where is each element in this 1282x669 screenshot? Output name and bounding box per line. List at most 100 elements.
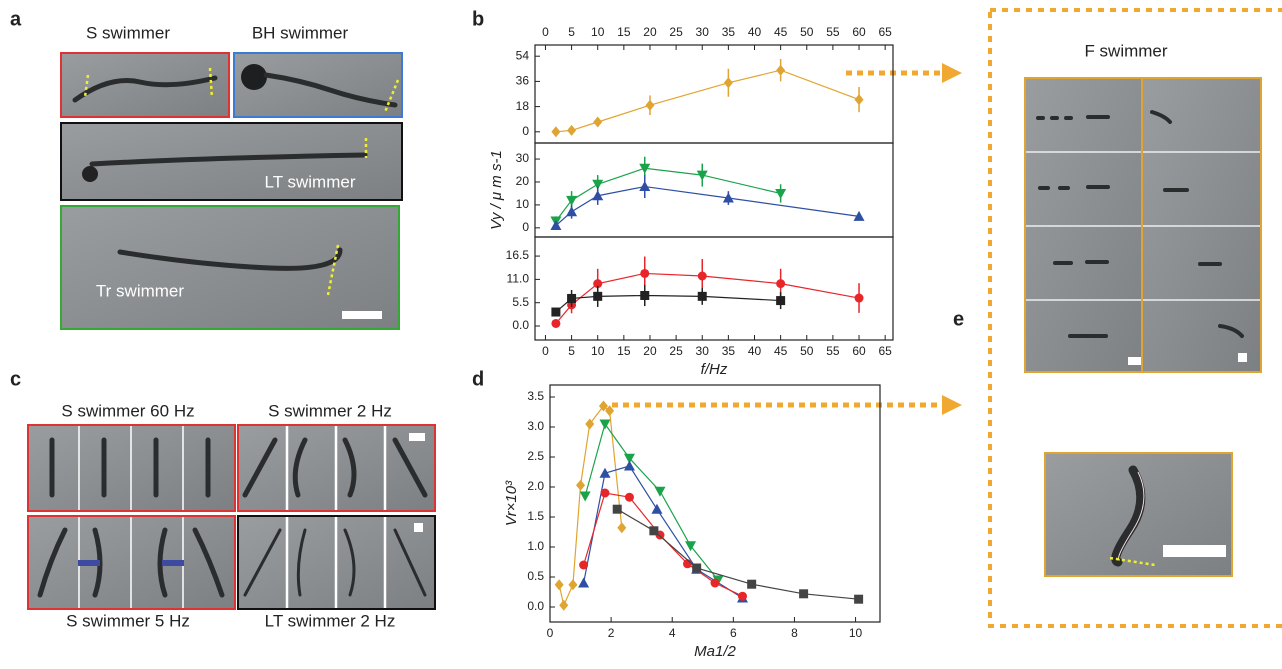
marker <box>623 460 635 471</box>
x-tick-label: 0 <box>542 25 549 39</box>
series-line <box>616 508 859 600</box>
y-tick-label: 0 <box>522 220 529 234</box>
marker <box>599 419 611 430</box>
y-tick-label: 30 <box>516 151 530 165</box>
marker <box>579 491 591 502</box>
x-tick-label: 20 <box>643 25 657 39</box>
image <box>237 515 436 610</box>
panel-label: c <box>10 368 21 390</box>
x-tick-label: 30 <box>696 344 710 358</box>
series-line <box>584 422 719 581</box>
marker <box>579 560 589 570</box>
marker <box>551 318 561 328</box>
panel-label: d <box>472 368 484 390</box>
marker <box>585 418 595 430</box>
y-tick-label: 2.5 <box>527 449 544 463</box>
marker <box>593 116 603 128</box>
panel-label: a <box>10 8 22 30</box>
x-tick-label: 10 <box>849 626 863 640</box>
x-tick-label: 10 <box>591 25 605 39</box>
x-tick-label: 65 <box>878 25 892 39</box>
x-tick-label: 15 <box>617 25 631 39</box>
marker <box>598 400 608 412</box>
marker <box>723 77 733 89</box>
y-tick-label: 2.0 <box>527 479 544 493</box>
panel-label: e <box>953 308 964 330</box>
y-axis-label: Vr×10³ <box>503 480 520 526</box>
plot-frame <box>534 236 894 341</box>
x-tick-label: 5 <box>568 344 575 358</box>
y-tick-label: 0 <box>522 124 529 138</box>
arrow <box>846 63 962 83</box>
y-tick-label: 3.0 <box>527 419 544 433</box>
plot-frame <box>534 44 894 144</box>
marker <box>567 293 577 303</box>
marker <box>593 291 603 301</box>
x-tick-label: 25 <box>669 344 683 358</box>
marker <box>645 99 655 111</box>
image <box>27 515 236 610</box>
panel-label: b <box>472 8 484 30</box>
x-tick-label: 55 <box>826 344 840 358</box>
marker <box>640 268 650 278</box>
caption: S swimmer 2 Hz <box>268 401 392 420</box>
marker <box>710 578 720 588</box>
x-tick-label: 50 <box>800 25 814 39</box>
marker <box>559 599 569 611</box>
y-tick-label: 36 <box>516 74 530 88</box>
x-tick-label: 10 <box>591 344 605 358</box>
marker <box>600 488 610 498</box>
x-tick-label: 8 <box>791 626 798 640</box>
marker <box>567 124 577 136</box>
image <box>60 122 403 201</box>
marker <box>551 307 561 317</box>
y-tick-label: 18 <box>516 99 530 113</box>
y-tick-label: 20 <box>516 174 530 188</box>
marker <box>853 210 865 221</box>
y-tick-label: 5.5 <box>512 295 529 309</box>
y-tick-label: 10 <box>516 197 530 211</box>
marker <box>639 181 651 192</box>
x-tick-label: 45 <box>774 344 788 358</box>
caption: Tr swimmer <box>96 281 184 300</box>
x-tick-label: 25 <box>669 25 683 39</box>
marker <box>593 279 603 289</box>
plot-frame <box>549 384 881 623</box>
image <box>60 205 400 330</box>
marker <box>651 503 663 514</box>
marker <box>554 579 564 591</box>
x-tick-label: 50 <box>800 344 814 358</box>
marker <box>592 190 604 201</box>
x-tick-label: 45 <box>774 25 788 39</box>
x-tick-label: 60 <box>852 25 866 39</box>
marker <box>854 594 864 604</box>
x-tick-label: 6 <box>730 626 737 640</box>
marker <box>799 589 809 599</box>
x-tick-label: 4 <box>669 626 676 640</box>
marker <box>649 526 659 536</box>
caption: S swimmer 5 Hz <box>66 611 190 630</box>
image <box>1024 77 1153 373</box>
marker <box>776 64 786 76</box>
marker <box>566 206 578 217</box>
x-axis-label: f/Hz <box>701 361 728 378</box>
caption: S swimmer 60 Hz <box>61 401 194 420</box>
x-tick-label: 35 <box>722 25 736 39</box>
caption: BH swimmer <box>252 23 349 42</box>
y-tick-label: 11.0 <box>507 272 530 286</box>
y-tick-label: 1.0 <box>527 539 544 553</box>
marker <box>776 279 786 289</box>
marker <box>697 291 707 301</box>
y-tick-label: 0.0 <box>527 599 544 613</box>
marker <box>722 192 734 203</box>
y-tick-label: 16.5 <box>506 248 530 262</box>
x-tick-label: 55 <box>826 25 840 39</box>
marker <box>747 579 757 589</box>
marker <box>696 170 708 181</box>
x-tick-label: 0 <box>547 626 554 640</box>
image <box>237 424 436 512</box>
marker <box>692 563 702 573</box>
series-line <box>555 167 781 222</box>
series-line <box>558 405 623 608</box>
